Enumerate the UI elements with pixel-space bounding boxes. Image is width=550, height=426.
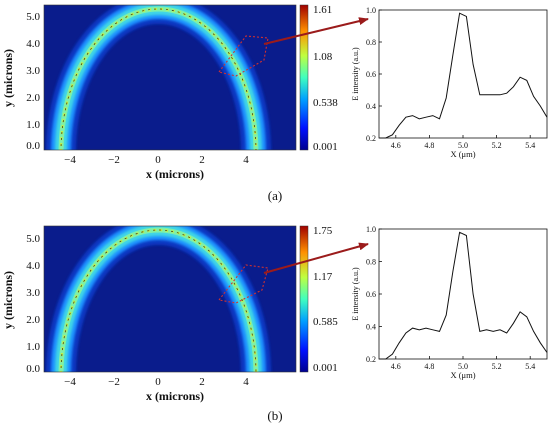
x-tick-label: 4.6 xyxy=(391,141,401,150)
profile-x-label: X (μm) xyxy=(450,149,475,159)
profile-plot-b: 4.6 4.8 5.0 5.2 5.4 0.2 0.4 0.6 0.8 1.0 E intensi… xyxy=(351,225,548,380)
ytick-label: 3.0 xyxy=(26,287,40,299)
x-tick-label: 5.4 xyxy=(525,141,535,150)
xtick-label: −2 xyxy=(108,376,120,388)
field-map-b xyxy=(43,225,297,373)
panel-caption: (a) xyxy=(268,188,282,203)
xtick-label: −2 xyxy=(108,154,120,166)
colorbar-tick: 1.17 xyxy=(313,271,333,283)
y-tick-label: 0.4 xyxy=(366,323,376,332)
colorbar xyxy=(299,225,309,373)
plot-frame xyxy=(378,228,548,360)
y-tick-label: 1.0 xyxy=(366,6,376,15)
y-tick-label: 0.8 xyxy=(366,38,376,47)
x-tick-label: 5.2 xyxy=(492,141,502,150)
y-tick-label: 0.2 xyxy=(366,355,376,364)
y-tick-label: 1.0 xyxy=(366,225,376,234)
profile-plot-a: 4.6 4.8 5.0 5.2 5.4 0.2 0.4 0.6 0.8 1.0 E intensi… xyxy=(351,6,548,159)
xtick-label: 2 xyxy=(199,376,205,388)
field-y-label: y (microns) xyxy=(1,271,15,329)
y-tick-label: 0.8 xyxy=(366,258,376,267)
x-tick-label: 5.4 xyxy=(525,362,535,371)
colorbar-tick: 0.001 xyxy=(313,141,338,153)
ytick-label: 2.0 xyxy=(26,92,40,104)
colorbar-tick: 1.08 xyxy=(313,51,333,63)
panel-a: 5.0 4.0 3.0 2.0 1.0 0.0 y (microns) −4 −… xyxy=(1,4,548,203)
colorbar-tick: 0.538 xyxy=(313,97,338,109)
xtick-label: 0 xyxy=(155,376,161,388)
panel-caption: (b) xyxy=(267,408,282,423)
colorbar xyxy=(299,4,309,151)
ytick-label: 3.0 xyxy=(26,65,40,77)
field-map-a xyxy=(43,4,297,151)
panel-b: 5.0 4.0 3.0 2.0 1.0 0.0 y (microns) −4 −… xyxy=(1,225,548,423)
zoom-arrow xyxy=(263,17,369,45)
x-tick-label: 5.2 xyxy=(492,362,502,371)
field-x-label: x (microns) xyxy=(146,167,204,181)
colorbar-tick: 0.001 xyxy=(313,362,338,374)
ytick-label: 4.0 xyxy=(26,260,40,272)
ytick-label: 1.0 xyxy=(26,341,40,353)
annotation-region xyxy=(218,35,269,77)
zoom-arrow xyxy=(263,242,369,274)
x-tick-label: 4.6 xyxy=(391,362,401,371)
y-tick-label: 0.6 xyxy=(366,290,376,299)
intensity-series-line xyxy=(379,12,548,139)
xtick-label: −4 xyxy=(64,376,76,388)
annotation-region xyxy=(218,264,269,304)
field-y-label: y (microns) xyxy=(1,49,15,107)
xtick-label: 0 xyxy=(155,154,161,166)
ytick-label: 4.0 xyxy=(26,38,40,50)
field-x-label: x (microns) xyxy=(146,389,204,403)
profile-y-label: E intensity (a.u.) xyxy=(351,267,360,321)
xtick-label: 2 xyxy=(199,154,205,166)
colorbar-tick: 0.585 xyxy=(313,316,338,328)
x-tick-label: 5.0 xyxy=(458,362,468,371)
colorbar-tick: 1.75 xyxy=(313,225,333,237)
ytick-label: 5.0 xyxy=(26,11,40,23)
ytick-label: 0.0 xyxy=(26,363,40,375)
xtick-label: 4 xyxy=(243,376,249,388)
intensity-series-line xyxy=(379,231,548,360)
ytick-label: 5.0 xyxy=(26,233,40,245)
y-tick-label: 0.4 xyxy=(366,102,376,111)
x-tick-label: 4.8 xyxy=(424,362,434,371)
x-tick-label: 4.8 xyxy=(424,141,434,150)
xtick-label: 4 xyxy=(243,154,249,166)
colorbar-tick: 1.61 xyxy=(313,4,332,16)
profile-y-label: E intensity (a.u.) xyxy=(351,47,360,101)
ytick-label: 0.0 xyxy=(26,140,40,152)
ytick-label: 2.0 xyxy=(26,314,40,326)
y-tick-label: 0.2 xyxy=(366,134,376,143)
xtick-label: −4 xyxy=(64,154,76,166)
y-tick-label: 0.6 xyxy=(366,70,376,79)
x-tick-label: 5.0 xyxy=(458,141,468,150)
profile-x-label: X (μm) xyxy=(450,370,475,380)
ytick-label: 1.0 xyxy=(26,119,40,131)
